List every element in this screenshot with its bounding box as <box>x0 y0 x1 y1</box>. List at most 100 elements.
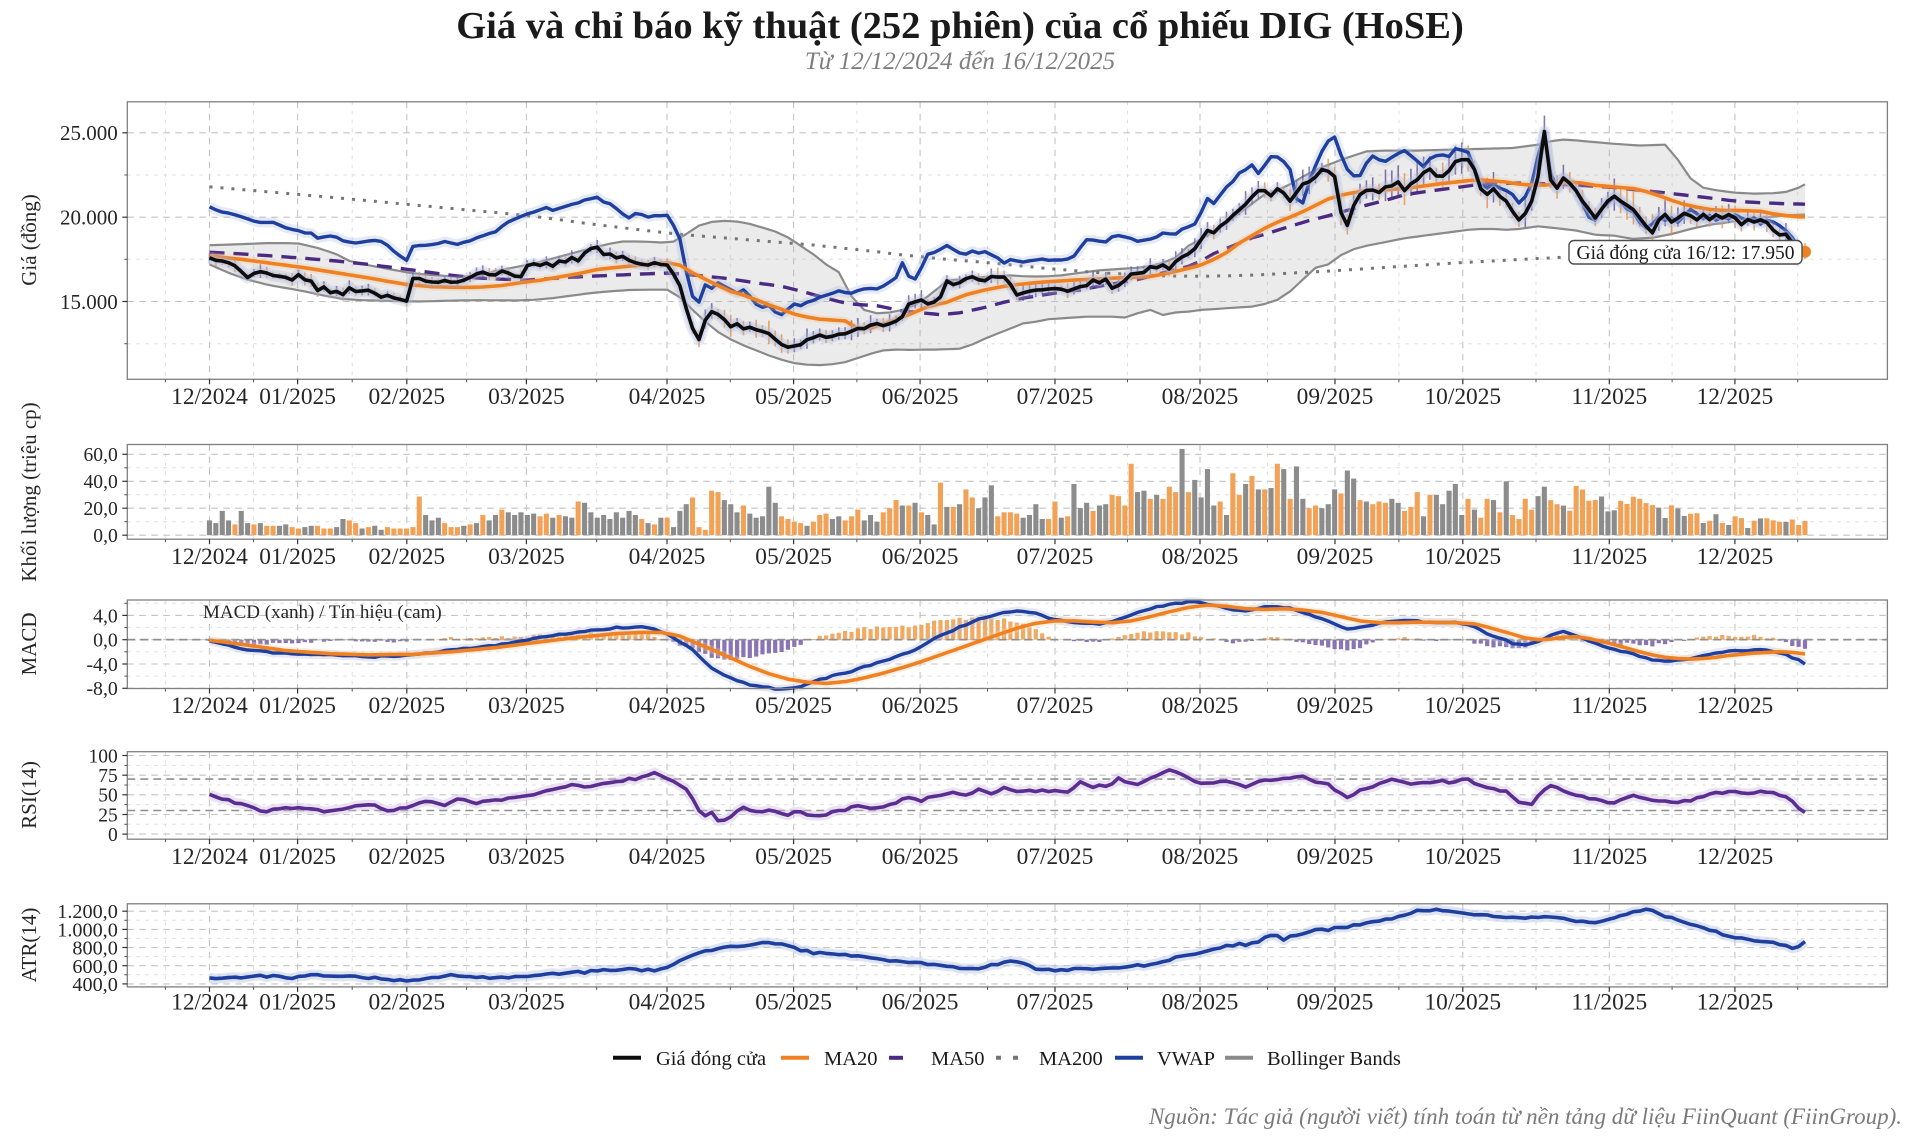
svg-text:11/2025: 11/2025 <box>1571 693 1647 719</box>
svg-text:09/2025: 09/2025 <box>1297 693 1374 719</box>
svg-text:15.000: 15.000 <box>60 290 118 314</box>
svg-text:07/2025: 07/2025 <box>1017 693 1094 719</box>
svg-text:Giá và chỉ báo kỹ thuật (252 p: Giá và chỉ báo kỹ thuật (252 phiên) của … <box>456 5 1464 47</box>
svg-text:100: 100 <box>89 746 118 767</box>
svg-text:01/2025: 01/2025 <box>259 990 336 1016</box>
svg-text:RSI(14): RSI(14) <box>17 761 41 829</box>
svg-text:02/2025: 02/2025 <box>368 990 445 1016</box>
svg-text:Giá (đồng): Giá (đồng) <box>17 194 41 286</box>
svg-text:0,0: 0,0 <box>93 630 118 652</box>
svg-text:09/2025: 09/2025 <box>1297 544 1374 570</box>
svg-text:25.000: 25.000 <box>60 121 118 145</box>
svg-text:04/2025: 04/2025 <box>629 990 706 1016</box>
svg-text:03/2025: 03/2025 <box>488 384 565 410</box>
svg-text:20.000: 20.000 <box>60 206 118 230</box>
svg-text:08/2025: 08/2025 <box>1162 384 1239 410</box>
svg-text:06/2025: 06/2025 <box>882 384 959 410</box>
svg-text:08/2025: 08/2025 <box>1162 844 1239 870</box>
svg-text:03/2025: 03/2025 <box>488 844 565 870</box>
svg-text:-4,0: -4,0 <box>86 654 117 676</box>
svg-text:12/2025: 12/2025 <box>1697 384 1774 410</box>
svg-text:12/2024: 12/2024 <box>171 693 248 719</box>
svg-text:01/2025: 01/2025 <box>259 384 336 410</box>
svg-text:07/2025: 07/2025 <box>1017 990 1094 1016</box>
svg-text:06/2025: 06/2025 <box>882 693 959 719</box>
svg-text:07/2025: 07/2025 <box>1017 384 1094 410</box>
svg-text:02/2025: 02/2025 <box>368 384 445 410</box>
svg-text:04/2025: 04/2025 <box>629 693 706 719</box>
svg-text:01/2025: 01/2025 <box>259 544 336 570</box>
svg-text:11/2025: 11/2025 <box>1571 844 1647 870</box>
svg-text:600,0: 600,0 <box>72 956 117 978</box>
svg-text:05/2025: 05/2025 <box>755 384 832 410</box>
svg-text:12/2025: 12/2025 <box>1697 844 1774 870</box>
svg-text:MA50: MA50 <box>931 1048 985 1070</box>
svg-text:02/2025: 02/2025 <box>368 544 445 570</box>
svg-text:MA20: MA20 <box>824 1048 878 1070</box>
svg-text:Nguồn: Tác giả (người viết) tí: Nguồn: Tác giả (người viết) tính toán từ… <box>1148 1104 1902 1129</box>
svg-text:04/2025: 04/2025 <box>629 844 706 870</box>
svg-text:Bollinger Bands: Bollinger Bands <box>1267 1048 1401 1070</box>
svg-text:75: 75 <box>98 766 118 787</box>
svg-text:MACD (xanh) / Tín hiệu (cam): MACD (xanh) / Tín hiệu (cam) <box>203 602 442 623</box>
svg-text:Từ 12/12/2024 đến 16/12/2025: Từ 12/12/2024 đến 16/12/2025 <box>805 48 1115 75</box>
svg-text:MACD: MACD <box>17 612 41 675</box>
svg-text:11/2025: 11/2025 <box>1571 990 1647 1016</box>
svg-text:07/2025: 07/2025 <box>1017 544 1094 570</box>
svg-text:12/2024: 12/2024 <box>171 384 248 410</box>
svg-text:40,0: 40,0 <box>84 472 118 493</box>
svg-text:Khối lượng (triệu cp): Khối lượng (triệu cp) <box>17 402 41 581</box>
svg-text:50: 50 <box>98 786 118 807</box>
svg-text:4,0: 4,0 <box>93 605 118 627</box>
svg-text:0,0: 0,0 <box>93 526 118 547</box>
svg-text:Giá đóng cửa: Giá đóng cửa <box>656 1048 766 1070</box>
svg-text:01/2025: 01/2025 <box>259 844 336 870</box>
svg-text:12/2024: 12/2024 <box>171 844 248 870</box>
svg-text:07/2025: 07/2025 <box>1017 844 1094 870</box>
svg-text:05/2025: 05/2025 <box>755 990 832 1016</box>
svg-text:12/2024: 12/2024 <box>171 990 248 1016</box>
svg-text:02/2025: 02/2025 <box>368 844 445 870</box>
svg-text:06/2025: 06/2025 <box>882 990 959 1016</box>
svg-text:20,0: 20,0 <box>84 499 118 520</box>
svg-text:11/2025: 11/2025 <box>1571 544 1647 570</box>
svg-text:ATR(14): ATR(14) <box>17 908 41 983</box>
svg-text:25: 25 <box>98 805 118 826</box>
svg-text:02/2025: 02/2025 <box>368 693 445 719</box>
svg-text:11/2025: 11/2025 <box>1571 384 1647 410</box>
svg-text:10/2025: 10/2025 <box>1424 844 1501 870</box>
svg-text:06/2025: 06/2025 <box>882 844 959 870</box>
svg-text:60,0: 60,0 <box>84 445 118 466</box>
svg-text:05/2025: 05/2025 <box>755 844 832 870</box>
svg-text:10/2025: 10/2025 <box>1424 693 1501 719</box>
svg-text:10/2025: 10/2025 <box>1424 544 1501 570</box>
svg-text:05/2025: 05/2025 <box>755 544 832 570</box>
svg-text:MA200: MA200 <box>1039 1048 1103 1070</box>
svg-text:12/2025: 12/2025 <box>1697 990 1774 1016</box>
svg-text:VWAP: VWAP <box>1157 1048 1215 1070</box>
svg-text:10/2025: 10/2025 <box>1424 384 1501 410</box>
svg-text:Giá đóng cửa 16/12: 17.950: Giá đóng cửa 16/12: 17.950 <box>1577 243 1795 264</box>
svg-text:-8,0: -8,0 <box>86 678 117 700</box>
svg-text:09/2025: 09/2025 <box>1297 990 1374 1016</box>
svg-text:08/2025: 08/2025 <box>1162 544 1239 570</box>
svg-text:03/2025: 03/2025 <box>488 693 565 719</box>
svg-text:1.000,0: 1.000,0 <box>57 919 118 941</box>
svg-text:05/2025: 05/2025 <box>755 693 832 719</box>
svg-text:04/2025: 04/2025 <box>629 384 706 410</box>
svg-text:0: 0 <box>108 825 118 846</box>
svg-text:04/2025: 04/2025 <box>629 544 706 570</box>
svg-text:08/2025: 08/2025 <box>1162 693 1239 719</box>
svg-text:03/2025: 03/2025 <box>488 990 565 1016</box>
svg-text:10/2025: 10/2025 <box>1424 990 1501 1016</box>
svg-text:03/2025: 03/2025 <box>488 544 565 570</box>
svg-text:08/2025: 08/2025 <box>1162 990 1239 1016</box>
svg-text:01/2025: 01/2025 <box>259 693 336 719</box>
svg-text:12/2025: 12/2025 <box>1697 544 1774 570</box>
svg-text:09/2025: 09/2025 <box>1297 384 1374 410</box>
svg-text:09/2025: 09/2025 <box>1297 844 1374 870</box>
svg-text:12/2024: 12/2024 <box>171 544 248 570</box>
svg-text:800,0: 800,0 <box>72 938 117 960</box>
svg-text:1.200,0: 1.200,0 <box>57 901 118 923</box>
svg-text:12/2025: 12/2025 <box>1697 693 1774 719</box>
